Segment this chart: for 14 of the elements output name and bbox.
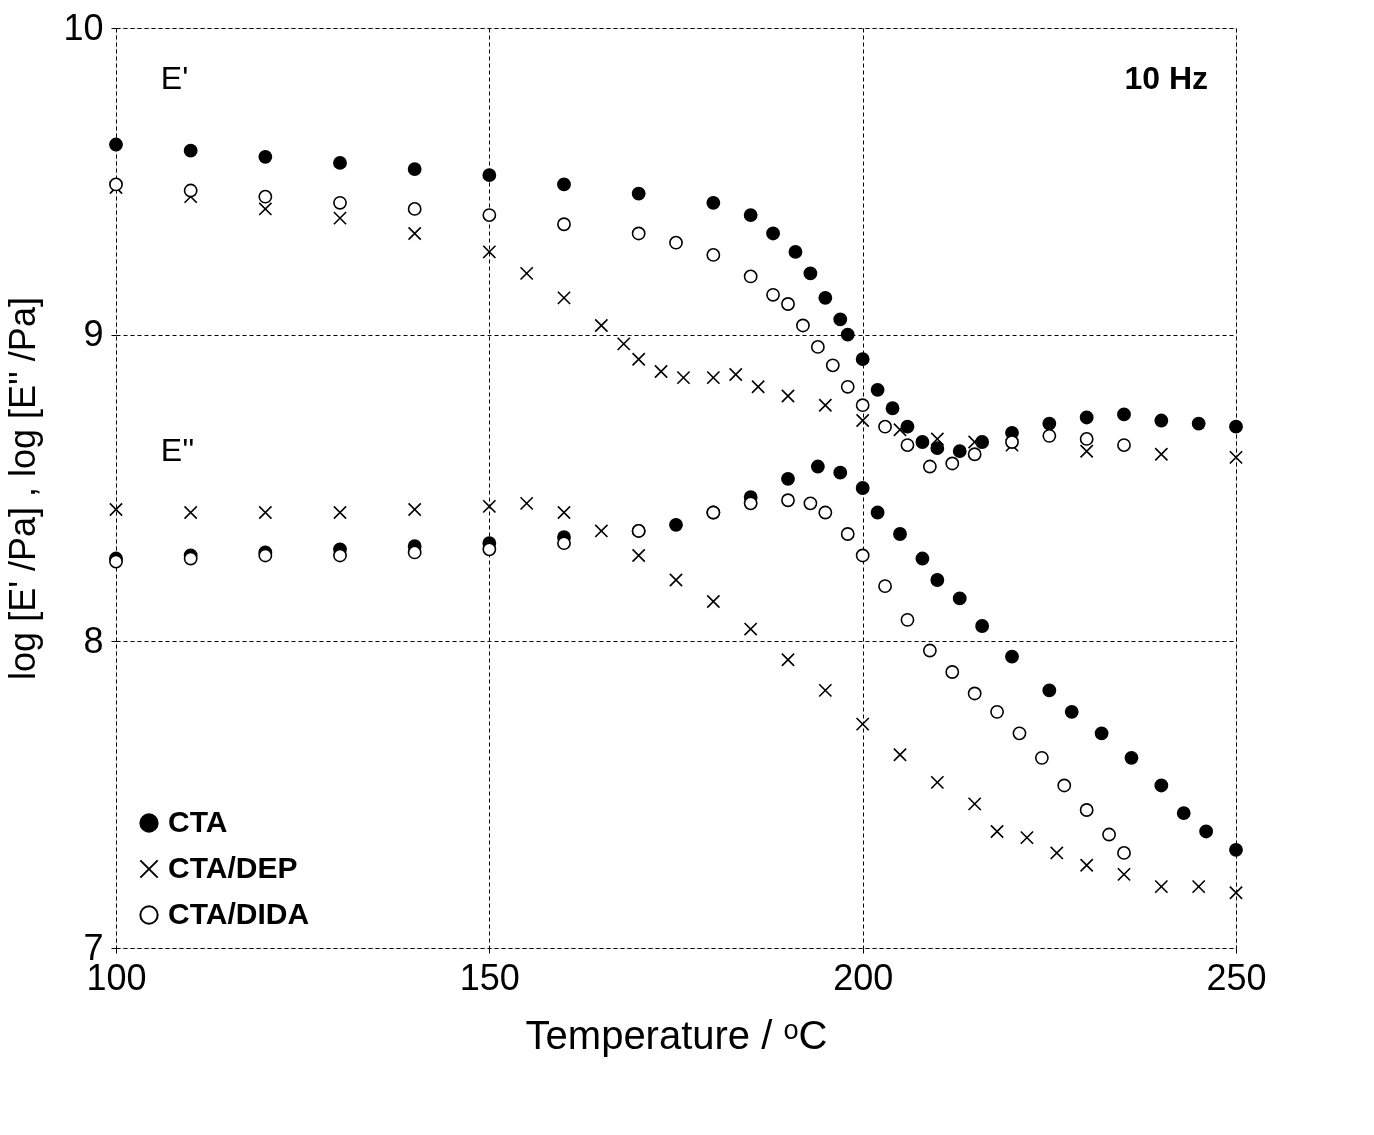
annotation: E' xyxy=(160,59,189,96)
y-axis-title: log [E' /Pa] , log [E'' /Pa] xyxy=(2,297,44,680)
x-axis-title: Temperature / ᵒC xyxy=(525,1012,828,1057)
annotation: E'' xyxy=(160,432,195,469)
legend-label: CTA/DEP xyxy=(168,851,298,884)
y-tick-label: 8 xyxy=(83,619,104,661)
x-tick-label: 200 xyxy=(833,956,894,998)
y-tick-label: 10 xyxy=(63,6,104,48)
legend-label: CTA/DIDA xyxy=(168,897,310,930)
annotation: 10 Hz xyxy=(1124,59,1208,96)
y-tick-label: 9 xyxy=(83,313,104,355)
x-tick-label: 150 xyxy=(459,956,520,998)
x-tick-label: 250 xyxy=(1206,956,1267,998)
legend-label: CTA xyxy=(168,805,228,838)
